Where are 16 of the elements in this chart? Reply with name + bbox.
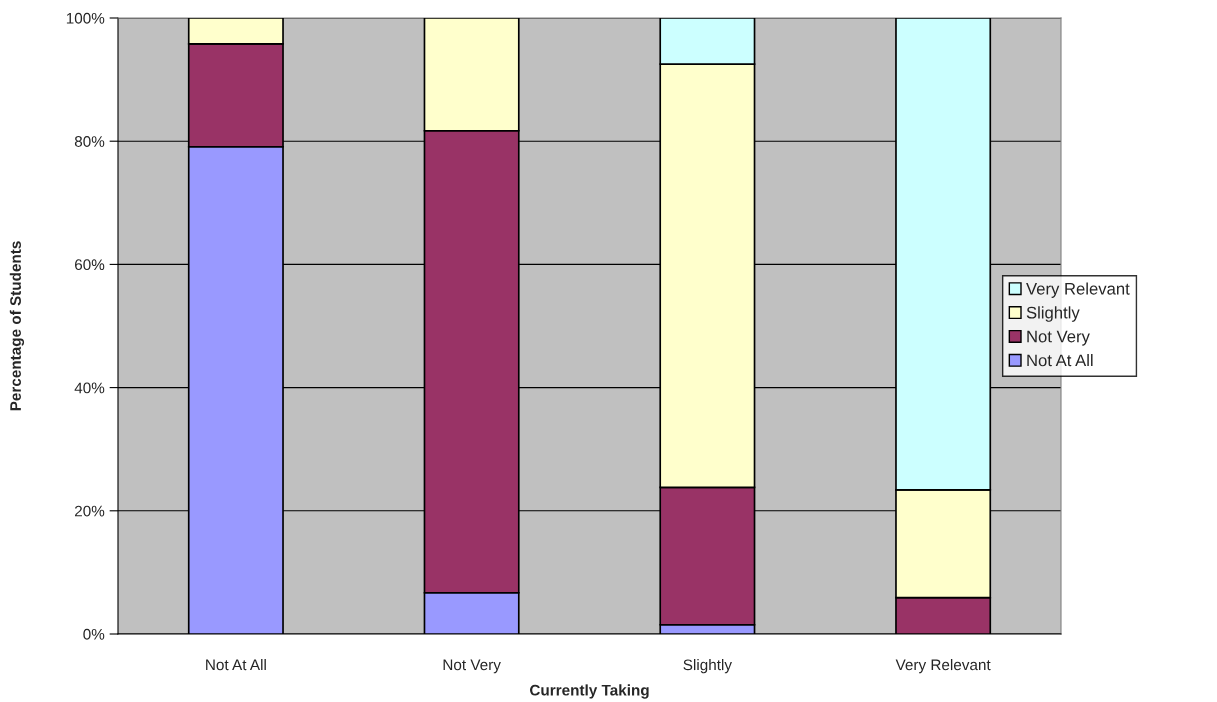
legend-label: Slightly [1026, 306, 1080, 322]
y-tick-label: 80% [74, 136, 105, 147]
y-tick-label: 60% [75, 259, 105, 271]
x-axis-title: Currently Taking [530, 684, 649, 699]
x-tick-label: Very Relevant [895, 659, 991, 674]
legend-label: Not Very [1027, 330, 1090, 346]
x-tick-label: Not Very [443, 659, 501, 674]
y-axis-title: Percentage of Students [9, 241, 25, 411]
y-tick-label: 0% [83, 628, 105, 640]
legend-label: Not At All [1027, 354, 1093, 367]
x-tick-label: Not At All [206, 659, 266, 671]
y-tick-label: 20% [75, 505, 105, 517]
y-tick-label: 40% [74, 382, 105, 394]
x-tick-label: Slightly [683, 659, 732, 674]
legend-label: Very Relevant [1026, 282, 1130, 298]
y-tick-label: 100% [66, 12, 105, 24]
